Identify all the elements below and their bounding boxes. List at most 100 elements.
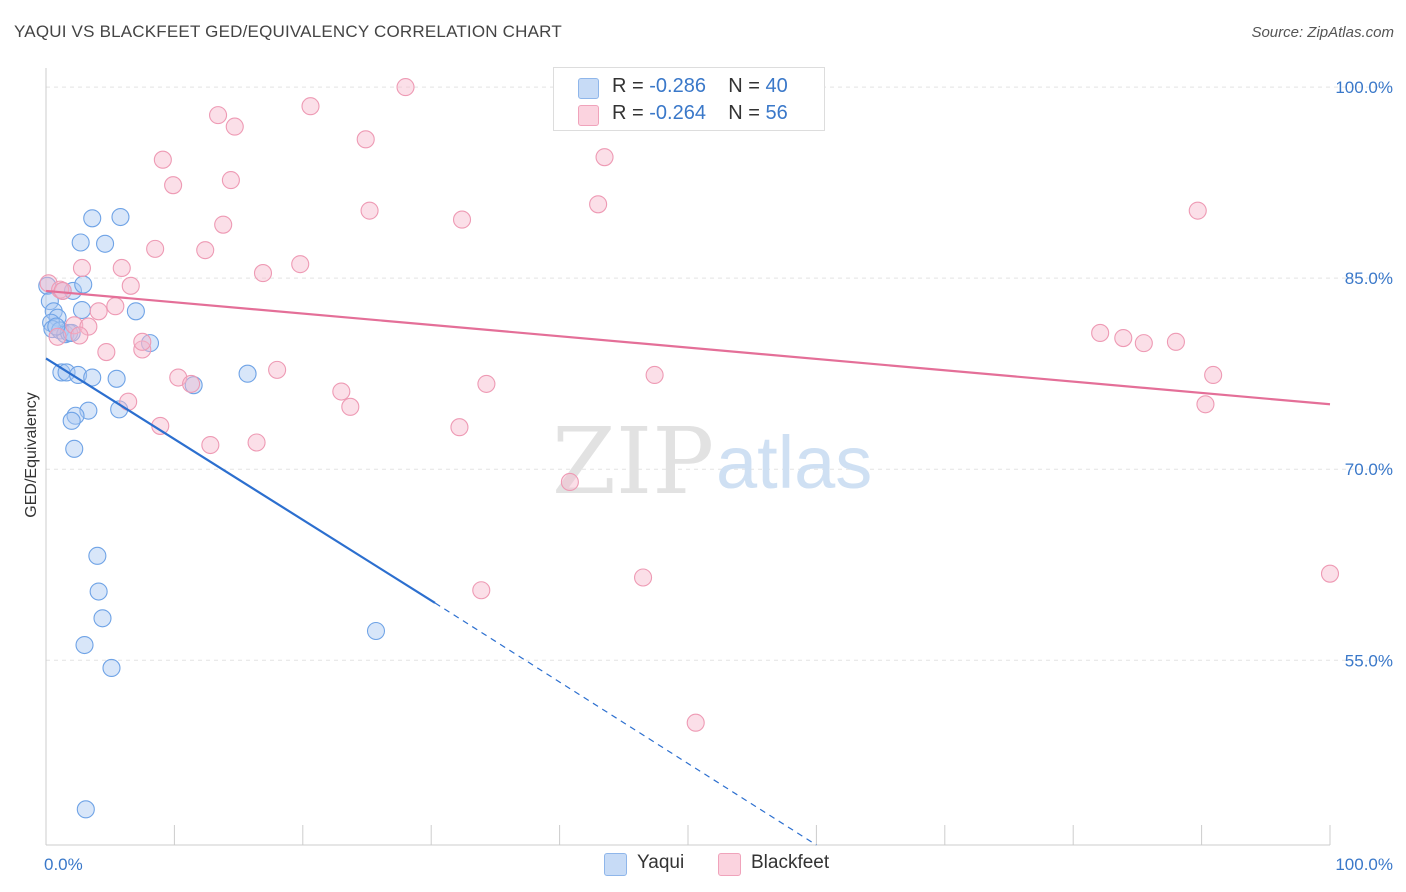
blackfeet-point — [1134, 334, 1153, 353]
blackfeet-n-value: 56 — [765, 102, 788, 124]
yaqui-point — [93, 609, 112, 628]
blackfeet-point — [72, 258, 92, 278]
blackfeet-point — [70, 326, 89, 345]
yaqui-swatch — [578, 78, 599, 99]
x-tick-label: 100.0% — [1335, 855, 1393, 874]
blackfeet-trend-line — [45, 289, 1331, 406]
blackfeet-point — [121, 276, 140, 295]
blackfeet-point — [221, 171, 240, 190]
r-label: R = — [612, 75, 644, 97]
blackfeet-point — [452, 210, 472, 229]
yaqui-point — [83, 209, 102, 228]
x-tick-label: 0.0% — [44, 855, 83, 874]
yaqui-trend-extension — [434, 602, 817, 846]
blackfeet-point — [1166, 332, 1185, 351]
blackfeet-point — [634, 568, 653, 587]
blackfeet-point — [253, 264, 273, 283]
yaqui-point — [89, 582, 108, 601]
yaqui-point — [107, 369, 126, 388]
blackfeet-point — [595, 148, 614, 167]
blackfeet-swatch — [578, 105, 599, 126]
source-label: Source: ZipAtlas.com — [1251, 24, 1394, 41]
yaqui-n-value: 40 — [765, 75, 788, 97]
yaqui-point — [62, 411, 81, 430]
blackfeet-point — [589, 195, 608, 214]
blackfeet-point — [356, 130, 375, 149]
blackfeet-point — [164, 176, 183, 195]
yaqui-point — [69, 365, 88, 385]
blackfeet-point — [182, 374, 201, 393]
yaqui-point — [111, 207, 130, 227]
y-axis-label: GED/Equivalency — [23, 392, 40, 517]
blackfeet-point — [196, 241, 215, 260]
blackfeet-point — [560, 472, 579, 492]
yaqui-point — [366, 621, 386, 641]
yaqui-point — [102, 658, 121, 677]
blackfeet-point — [301, 97, 320, 116]
blackfeet-point — [1196, 395, 1215, 414]
y-tick-label: 70.0% — [1345, 460, 1393, 479]
yaqui-point — [63, 281, 83, 300]
blackfeet-point — [360, 201, 379, 220]
yaqui-point — [65, 439, 84, 458]
watermark-zip: ZIP — [552, 408, 714, 515]
yaqui-point — [238, 364, 257, 383]
axes — [45, 68, 1331, 846]
yaqui-point — [88, 546, 107, 565]
y-tick-label: 85.0% — [1345, 269, 1393, 288]
blackfeet-point — [1320, 564, 1340, 583]
blackfeet-point — [1188, 201, 1207, 220]
blackfeet-point — [247, 433, 266, 452]
blackfeet-point — [112, 258, 131, 278]
y-tick-label: 100.0% — [1335, 78, 1393, 97]
blackfeet-point — [472, 581, 491, 600]
watermark-atlas: atlas — [716, 421, 872, 504]
yaqui-point — [75, 635, 94, 655]
stats-legend: R = -0.286 N = 40 R = -0.264 N = 56 — [553, 67, 825, 131]
blackfeet-point — [97, 343, 116, 362]
blackfeet-point — [133, 340, 152, 359]
trend-lines — [45, 289, 1331, 846]
yaqui-point — [83, 368, 102, 387]
blackfeet-point — [477, 374, 496, 393]
blackfeet-r-value: -0.264 — [649, 102, 706, 124]
blackfeet-point — [106, 297, 125, 316]
chart-title: YAQUI VS BLACKFEET GED/EQUIVALENCY CORRE… — [14, 22, 562, 41]
yaqui-point — [71, 233, 90, 252]
yaqui-point — [72, 300, 92, 320]
blackfeet-point — [332, 382, 351, 401]
yaqui-legend-swatch — [604, 853, 627, 876]
blackfeet-point — [133, 332, 152, 351]
blackfeet-point — [1204, 365, 1223, 385]
blackfeet-point — [1091, 323, 1110, 342]
yaqui-point — [76, 800, 95, 819]
yaqui-trend-line — [45, 357, 436, 604]
watermark: ZIP atlas — [552, 408, 872, 515]
blackfeet-point — [268, 360, 287, 379]
yaqui-point — [96, 234, 115, 253]
blackfeet-point — [686, 713, 705, 732]
yaqui-point — [74, 275, 93, 294]
blackfeet-point — [119, 392, 138, 411]
y-tick-label: 55.0% — [1345, 651, 1393, 670]
blackfeet-point — [146, 239, 165, 258]
blackfeet-point — [1114, 328, 1133, 348]
data-points — [38, 78, 1340, 819]
blackfeet-point — [450, 418, 469, 437]
blackfeet-point — [341, 397, 360, 416]
blackfeet-point — [214, 215, 233, 234]
blackfeet-legend-swatch — [718, 853, 741, 876]
blackfeet-point — [65, 316, 84, 335]
yaqui-point — [126, 302, 145, 321]
tick-labels: 100.0% 85.0% 70.0% 55.0% 0.0% 100.0% — [44, 78, 1393, 874]
blackfeet-point — [396, 78, 415, 97]
yaqui-legend-label: Yaqui — [637, 852, 685, 873]
blackfeet-point — [645, 365, 664, 385]
blackfeet-point — [48, 327, 67, 346]
n-label: N = — [728, 102, 760, 124]
blackfeet-point — [291, 255, 310, 274]
r-label: R = — [612, 102, 644, 124]
blackfeet-point — [209, 106, 228, 125]
yaqui-point — [40, 292, 59, 311]
